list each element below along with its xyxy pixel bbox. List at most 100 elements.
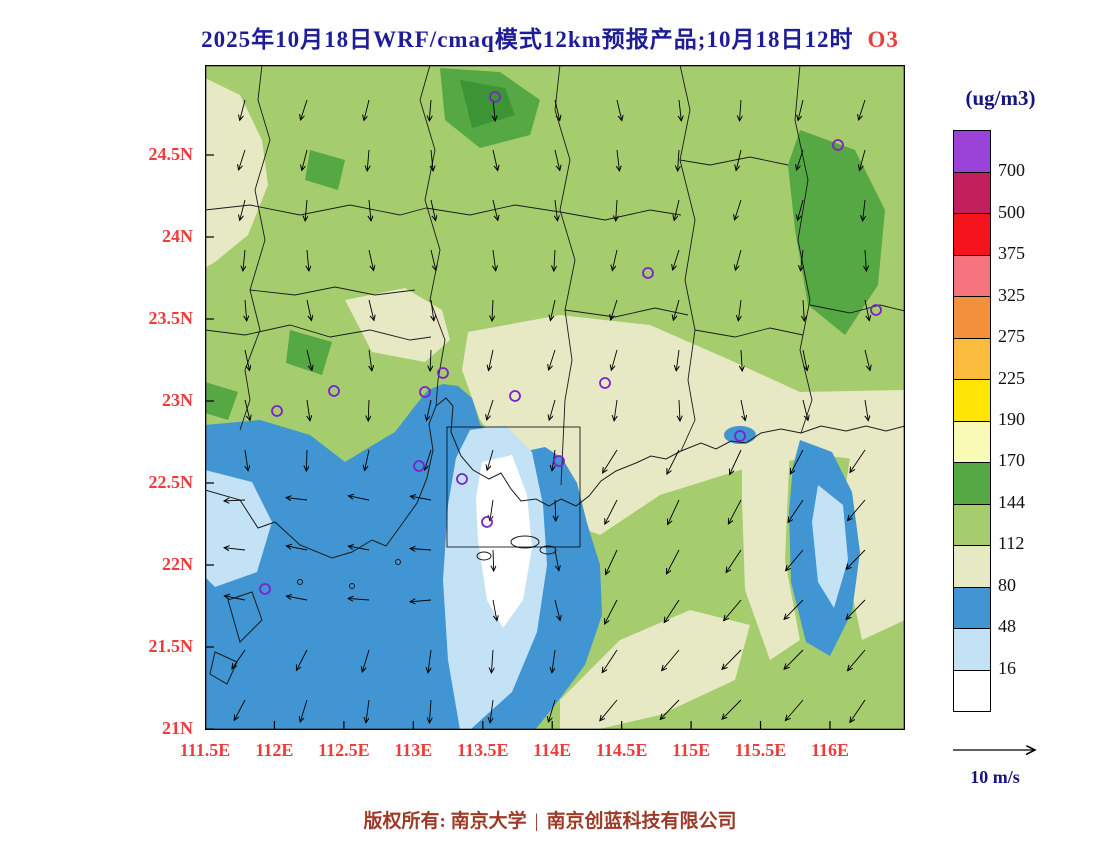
wind-arrow [430, 349, 431, 371]
axis-ticks [205, 154, 831, 730]
wind-arrow [784, 649, 804, 669]
wind-arrow [492, 199, 498, 220]
wind-arrow [491, 649, 493, 673]
map-border [205, 65, 905, 730]
wind-arrow [554, 249, 555, 271]
wind-arrow [864, 349, 870, 370]
wind-arrow [611, 349, 618, 370]
wind-arrow [603, 449, 618, 473]
wind-arrow [307, 399, 310, 421]
wind-arrow [296, 649, 308, 670]
colorbar-tick-label: 170 [998, 450, 1025, 471]
contour-green-144-170 [205, 68, 885, 420]
wind-arrow [724, 599, 742, 621]
copyright-company: 南京创蓝科技有限公司 [546, 811, 737, 832]
wind-arrow [617, 149, 619, 171]
colorbar-segment [954, 131, 990, 173]
copyright-separator: | [534, 811, 539, 832]
wind-arrow [798, 199, 804, 220]
wind-arrow [493, 99, 495, 121]
lon-tick-label: 116E [810, 740, 849, 760]
wind-arrow [240, 99, 246, 120]
wind-arrow [364, 99, 370, 120]
wind-arrow [490, 699, 494, 723]
wind-arrow [730, 449, 742, 475]
station-marker [413, 460, 425, 472]
lat-tick-label: 23.5N [148, 308, 194, 328]
wind-arrow [865, 399, 868, 421]
wind-arrow [430, 199, 436, 221]
wind-arrow [428, 649, 432, 673]
forecast-map [205, 65, 905, 730]
wind-arrow [676, 349, 679, 371]
lon-tick-label: 115E [672, 740, 711, 760]
station-marker [271, 405, 283, 417]
colorbar-segment [954, 463, 990, 505]
colorbar-tick-label: 375 [998, 243, 1025, 264]
lat-tick-label: 24.5N [148, 144, 194, 164]
colorbar-segment [954, 504, 990, 546]
wind-arrow [554, 599, 560, 620]
wind-arrow [429, 99, 431, 121]
station-marker [259, 583, 271, 595]
wind-arrow [555, 499, 556, 521]
station-marker [599, 377, 611, 389]
wind-arrow [492, 599, 497, 621]
wind-arrow [431, 149, 433, 171]
wind-arrow [554, 549, 559, 571]
wind-arrow [612, 249, 618, 271]
wind-arrow [726, 549, 742, 573]
wind-arrow [306, 299, 312, 321]
wind-arrow [667, 549, 680, 574]
wind-arrow [234, 699, 246, 720]
wind-arrow [846, 549, 866, 569]
colorbar-segment [954, 214, 990, 256]
lon-tick-label: 112E [255, 740, 294, 760]
wind-arrow [239, 149, 246, 170]
wind-arrow [801, 249, 804, 271]
wind-arrow [427, 399, 432, 421]
nested-domain-box [446, 426, 581, 548]
colorbar-tick-label: 80 [998, 574, 1016, 595]
wind-arrow [668, 499, 680, 525]
wind-arrow [860, 149, 866, 170]
wind-arrow [368, 249, 374, 271]
station-marker [481, 516, 493, 528]
wind-arrow [306, 349, 312, 370]
wind-arrow [788, 499, 804, 522]
wind-arrow [741, 349, 742, 371]
wind-arrow [307, 249, 309, 271]
wind-arrow [614, 399, 617, 421]
wind-arrow [736, 149, 742, 170]
colorbar-tick-label: 700 [998, 160, 1025, 181]
wind-arrow [735, 199, 742, 220]
wind-arrow [859, 99, 866, 120]
wind-arrow [674, 199, 680, 220]
station-marker [328, 385, 340, 397]
colorbar-tick-label: 275 [998, 326, 1025, 347]
wind-arrow [232, 649, 246, 669]
wind-arrow [600, 699, 618, 721]
wind-arrow [224, 596, 246, 601]
wind-arrow [489, 349, 494, 371]
wind-arrow [797, 149, 804, 170]
wind-arrow [850, 449, 866, 472]
wind-arrow [785, 699, 804, 721]
wind-arrow [673, 249, 680, 270]
wind-arrows [224, 99, 870, 723]
wind-arrow [863, 199, 865, 221]
wind-arrow [848, 499, 866, 521]
colorbar-segment [954, 670, 990, 711]
lat-tick-label: 23N [162, 390, 193, 410]
wind-arrow [549, 349, 556, 370]
coastline [205, 397, 905, 685]
colorbar-segment [954, 546, 990, 588]
wind-arrow [286, 546, 308, 551]
copyright: 版权所有: 南京大学 | 南京创蓝科技有限公司 [0, 806, 1100, 833]
station-marker [832, 139, 844, 151]
wind-arrow [850, 699, 866, 722]
wind-arrow [240, 199, 246, 220]
wind-arrow [410, 496, 432, 501]
wind-arrow [368, 399, 369, 421]
colorbar [953, 130, 991, 712]
